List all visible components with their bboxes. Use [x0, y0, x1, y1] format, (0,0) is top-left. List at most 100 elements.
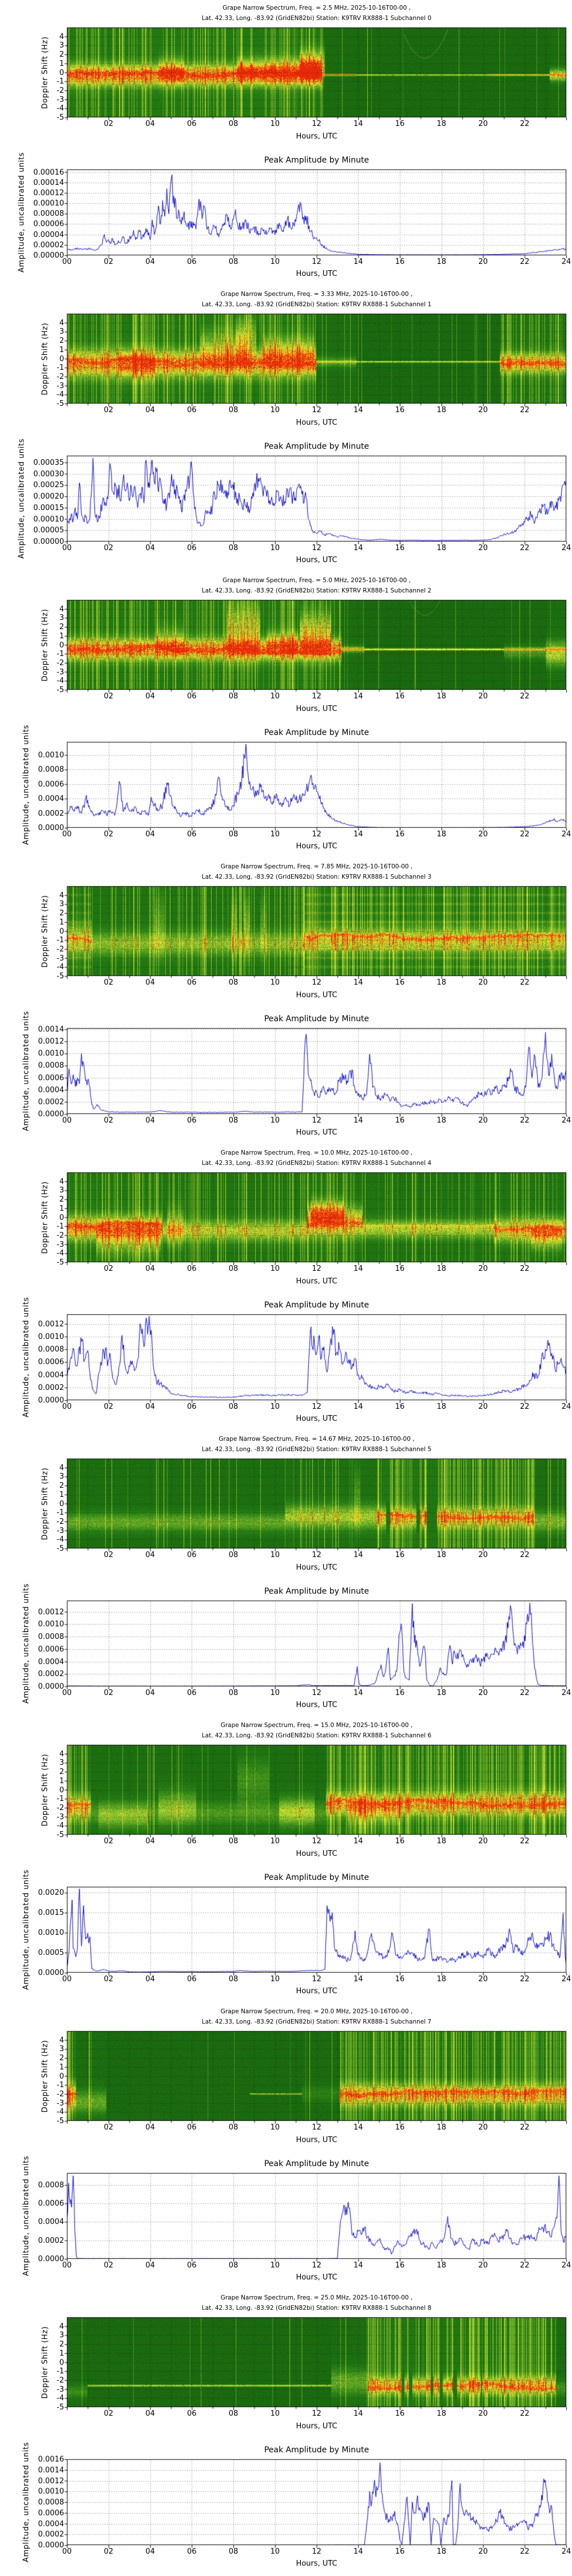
doppler-y-tick-label: -4 — [57, 104, 64, 113]
amplitude-x-tick-label: 12 — [312, 544, 321, 552]
doppler-y-tick-label: -5 — [57, 400, 64, 408]
amplitude-y-tick-label: 0.0004 — [38, 1657, 65, 1666]
doppler-y-tick-label: -4 — [57, 1822, 64, 1831]
amplitude-y-tick-label: 0.00015 — [33, 503, 64, 512]
spectrogram-plot-canvas — [60, 598, 570, 698]
doppler-y-tick-label: 4 — [59, 2036, 64, 2045]
amplitude-x-tick-label: 10 — [270, 2261, 280, 2270]
spectrogram-x-tick-label: 12 — [312, 1837, 321, 1846]
spectrogram-x-axis-label: Hours, UTC — [296, 1563, 337, 1572]
doppler-y-tick-label: -2 — [57, 1231, 64, 1240]
amplitude-y-tick-label: 0.0004 — [38, 1085, 65, 1095]
amplitude-x-tick-label: 04 — [145, 2547, 155, 2556]
amplitude-y-tick-label: 0.0005 — [38, 1949, 65, 1958]
amplitude-x-tick-label: 16 — [395, 2261, 405, 2270]
amplitude-x-tick-label: 00 — [62, 1689, 72, 1697]
amplitude-y-tick-label: 0.0006 — [38, 1073, 65, 1082]
doppler-y-tick-label: 3 — [59, 1472, 64, 1481]
amplitude-y-tick-label: 0.0008 — [38, 765, 65, 775]
doppler-y-tick-label: 2 — [59, 337, 64, 346]
spectrogram-x-tick-label: 14 — [353, 406, 363, 414]
amplitude-y-tick-label: 0.0000 — [38, 1396, 65, 1405]
amplitude-y-tick-label: 0.0006 — [38, 1645, 65, 1654]
amplitude-x-tick-label: 02 — [104, 544, 114, 552]
spectrogram-x-tick-label: 20 — [478, 1551, 488, 1559]
amplitude-x-tick-label: 00 — [62, 1975, 72, 1984]
spectrogram-subtitle: Lat. 42.33, Long. -83.92 (GridEN82bi) St… — [201, 1446, 432, 1453]
spectrogram-x-tick-label: 08 — [228, 2409, 239, 2418]
amplitude-x-tick-label: 06 — [186, 1116, 197, 1125]
amplitude-x-tick-label: 14 — [353, 2261, 363, 2270]
spectrogram-x-tick-label: 14 — [353, 1837, 363, 1846]
spectrogram-x-tick-label: 20 — [478, 692, 488, 701]
amplitude-y-tick-label: 0.0000 — [38, 2255, 65, 2263]
amplitude-y-tick-label: 0.0004 — [38, 1370, 65, 1380]
spectrogram-x-tick-label: 02 — [104, 120, 114, 128]
spectrogram-plot-canvas — [60, 1456, 570, 1556]
spectrogram-x-tick-label: 20 — [478, 120, 488, 128]
spectrogram-x-tick-label: 12 — [312, 1265, 321, 1273]
amplitude-x-tick-label: 18 — [436, 544, 447, 552]
spectrogram-subtitle: Lat. 42.33, Long. -83.92 (GridEN82bi) St… — [201, 874, 432, 880]
spectrogram-x-tick-label: 06 — [186, 406, 197, 414]
spectrogram-x-tick-label: 20 — [478, 406, 488, 414]
spectrogram-x-tick-label: 20 — [478, 978, 488, 987]
doppler-y-tick-label: -4 — [57, 390, 64, 400]
amplitude-title: Peak Amplitude by Minute — [264, 2159, 370, 2168]
doppler-y-tick-label: -5 — [57, 1544, 64, 1553]
spectrogram-x-tick-label: 02 — [104, 978, 114, 987]
amplitude-y-tick-label: 0.0000 — [38, 824, 65, 832]
amplitude-x-axis-label: Hours, UTC — [296, 1415, 337, 1423]
doppler-y-tick-label: 2 — [59, 623, 64, 632]
spectrogram-x-tick-label: 22 — [519, 2123, 530, 2132]
amplitude-x-tick-label: 06 — [186, 544, 197, 552]
spectrogram-x-tick-label: 22 — [519, 1551, 530, 1559]
spectrogram-x-tick-label: 14 — [353, 1551, 363, 1559]
spectrogram-x-tick-label: 04 — [145, 2123, 155, 2132]
amplitude-x-tick-label: 12 — [312, 1116, 321, 1125]
spectrogram-x-tick-label: 04 — [145, 1551, 155, 1559]
amplitude-x-axis-label: Hours, UTC — [296, 1128, 337, 1137]
doppler-y-tick-label: 1 — [59, 2349, 64, 2358]
subchannel-panel-8: Grape Narrow Spectrum, Freq. = 25.0 MHz,… — [0, 2290, 572, 2576]
amplitude-x-tick-label: 20 — [478, 830, 488, 839]
spectrogram-x-tick-label: 06 — [186, 692, 197, 701]
amplitude-x-tick-label: 20 — [478, 1689, 488, 1697]
amplitude-x-axis-label: Hours, UTC — [296, 270, 337, 278]
amplitude-x-tick-label: 06 — [186, 2261, 197, 2270]
spectrogram-x-tick-label: 16 — [395, 978, 405, 987]
amplitude-x-tick-label: 02 — [104, 2261, 114, 2270]
amplitude-y-tick-label: 0.00000 — [33, 251, 64, 260]
amplitude-x-tick-label: 20 — [478, 1402, 488, 1411]
spectrogram-title: Grape Narrow Spectrum, Freq. = 25.0 MHz,… — [220, 2294, 413, 2301]
spectrogram-x-tick-label: 10 — [270, 1551, 280, 1559]
doppler-y-tick-label: 1 — [59, 631, 64, 641]
doppler-y-tick-label: 0 — [59, 2072, 64, 2081]
spectrogram-x-tick-label: 18 — [436, 978, 447, 987]
spectrogram-x-tick-label: 08 — [228, 692, 239, 701]
doppler-y-tick-label: 4 — [59, 1463, 64, 1472]
doppler-y-tick-label: -4 — [57, 2108, 64, 2117]
subchannel-panel-2: Grape Narrow Spectrum, Freq. = 5.0 MHz, … — [0, 572, 572, 859]
amplitude-y-tick-label: 0.0006 — [38, 2199, 65, 2208]
amplitude-plot-canvas — [60, 1598, 570, 1694]
amplitude-plot-canvas — [60, 167, 570, 263]
spectrogram-x-tick-label: 22 — [519, 1265, 530, 1273]
doppler-y-tick-label: -1 — [57, 2367, 64, 2376]
spectrogram-x-tick-label: 08 — [228, 1837, 239, 1846]
doppler-y-tick-label: -4 — [57, 677, 64, 686]
amplitude-x-tick-label: 04 — [145, 1975, 155, 1984]
amplitude-x-tick-label: 02 — [104, 1116, 114, 1125]
amplitude-x-tick-label: 02 — [104, 2547, 114, 2556]
doppler-y-tick-label: -4 — [57, 963, 64, 972]
doppler-y-tick-label: 1 — [59, 59, 64, 68]
amplitude-x-tick-label: 14 — [353, 1689, 363, 1697]
doppler-y-tick-label: -5 — [57, 2117, 64, 2125]
amplitude-x-tick-label: 20 — [478, 258, 488, 266]
amplitude-y-tick-label: 0.0004 — [38, 2218, 65, 2227]
amplitude-y-tick-label: 0.0012 — [38, 1037, 65, 1046]
amplitude-y-tick-label: 0.0010 — [38, 750, 65, 760]
spectrogram-x-tick-label: 12 — [312, 2123, 321, 2132]
spectrogram-x-tick-label: 04 — [145, 406, 155, 414]
amplitude-x-tick-label: 02 — [104, 1402, 114, 1411]
